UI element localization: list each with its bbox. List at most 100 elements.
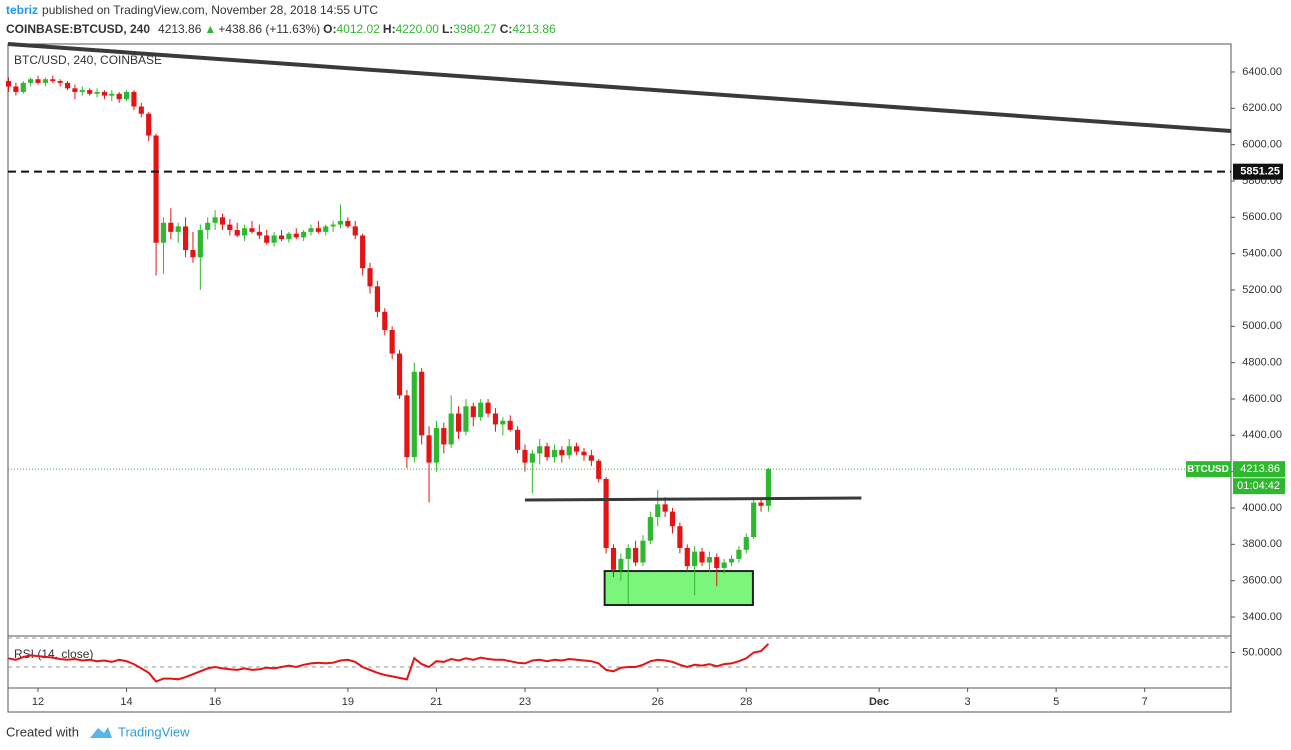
y-tick-label: 50.0000	[1242, 646, 1282, 658]
change: +438.86 (+11.63%)	[218, 22, 320, 36]
candle-body	[256, 231, 262, 236]
candle-body	[522, 449, 528, 463]
candle-body	[426, 435, 432, 463]
candle-body	[249, 228, 255, 232]
created-with: Created with	[6, 724, 79, 739]
x-tick-label: Dec	[869, 696, 889, 708]
candle-body	[190, 250, 196, 258]
candle-body	[168, 222, 174, 232]
candle-body	[286, 233, 292, 240]
candle-body	[714, 557, 720, 568]
candle-body	[728, 558, 735, 563]
x-tick-label: 23	[519, 696, 531, 708]
l-label: L:	[442, 22, 453, 36]
x-tick-label: 19	[342, 696, 354, 708]
candle-body	[175, 226, 181, 232]
publish-line: tebriz published on TradingView.com, Nove…	[6, 3, 378, 17]
candle-body	[603, 478, 609, 548]
y-tick-label: 5200.00	[1242, 284, 1282, 296]
y-tick-label: 5600.00	[1242, 211, 1282, 223]
candle-body	[736, 549, 742, 559]
candle-body	[618, 558, 624, 570]
candle-body	[647, 517, 653, 541]
candle-body	[330, 224, 336, 227]
price-label: 4213.86	[1240, 463, 1280, 475]
candle-body	[640, 540, 646, 563]
x-tick-label: 26	[652, 696, 664, 708]
zone-box	[603, 570, 754, 607]
y-tick-label: 6200.00	[1242, 102, 1282, 114]
support-line	[524, 496, 862, 502]
price-box	[1233, 461, 1285, 478]
c: 4213.86	[512, 22, 556, 36]
candle-body	[79, 90, 85, 92]
y-tick-label: 3800.00	[1242, 538, 1282, 550]
candle-body	[219, 217, 226, 225]
brand[interactable]: TradingView	[118, 724, 190, 739]
x-tick-label: 14	[120, 696, 132, 708]
x-tick-label: 7	[1142, 696, 1148, 708]
trendline	[7, 42, 1232, 134]
symbol-label: BTCUSD	[1187, 464, 1229, 475]
o: 4012.02	[337, 22, 381, 36]
candle-body	[751, 502, 757, 538]
candle-body	[308, 228, 314, 232]
candle-body	[315, 228, 321, 232]
candle-body	[551, 449, 558, 458]
symbol: COINBASE:BTCUSD, 240	[6, 22, 150, 36]
countdown-box	[1233, 478, 1285, 495]
l: 3980.27	[453, 22, 497, 36]
y-tick-label: 6000.00	[1242, 139, 1282, 151]
candle-body	[677, 526, 683, 548]
candle-body	[382, 311, 388, 330]
candle-body	[529, 453, 535, 463]
candle-body	[514, 429, 521, 450]
candle-body	[271, 235, 277, 243]
candle-body	[765, 469, 772, 506]
candle-body	[94, 91, 100, 94]
candle-body	[101, 91, 108, 96]
candle-body	[13, 86, 19, 92]
candle-body	[160, 222, 167, 243]
chart-title: BTC/USD, 240, COINBASE	[14, 53, 162, 67]
candle-body	[42, 79, 48, 83]
x-tick-label: 16	[209, 696, 221, 708]
candle-body	[470, 406, 476, 418]
c-label: C:	[500, 22, 513, 36]
candle-body	[669, 511, 676, 527]
candle-body	[153, 135, 159, 243]
candle-body	[264, 235, 270, 243]
candle-body	[28, 79, 34, 83]
candle-body	[706, 557, 712, 563]
candle-body	[507, 420, 513, 430]
candle-body	[87, 90, 93, 94]
candle-body	[227, 224, 233, 231]
candle-body	[684, 547, 690, 567]
y-tick-label: 4800.00	[1242, 357, 1282, 369]
candle-body	[404, 395, 410, 458]
candle-body	[455, 413, 462, 432]
symbol-box	[1186, 461, 1231, 478]
candle-body	[64, 82, 71, 89]
candle-body	[72, 88, 78, 92]
candle-body	[389, 329, 395, 354]
last: 4213.86	[158, 22, 202, 36]
author[interactable]: tebriz	[6, 3, 38, 17]
candle-body	[138, 106, 144, 114]
candle-body	[758, 502, 764, 506]
y-tick-label: 6400.00	[1242, 66, 1282, 78]
candle-body	[242, 228, 248, 236]
candle-body	[293, 233, 299, 238]
candle-body	[492, 413, 499, 425]
candle-body	[345, 220, 351, 227]
candle-body	[633, 547, 639, 563]
candle-body	[123, 91, 130, 100]
candle-body	[537, 446, 543, 454]
rsi-title: RSI (14, close)	[14, 647, 93, 661]
candle-body	[234, 230, 240, 236]
candle-body	[478, 402, 484, 418]
h: 4220.00	[396, 22, 440, 36]
y-tick-label: 4400.00	[1242, 429, 1282, 441]
